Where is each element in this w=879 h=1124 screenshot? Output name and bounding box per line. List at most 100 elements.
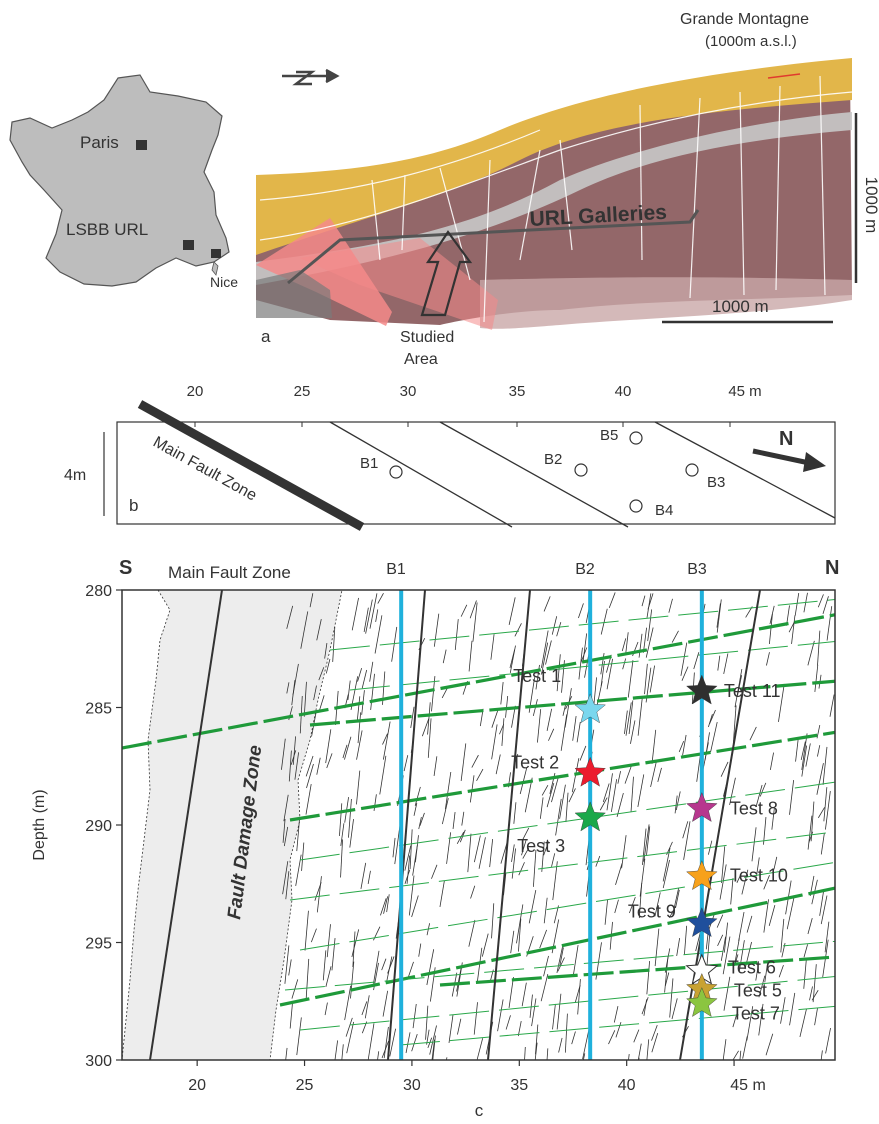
x-axis: 20 25 30 35 40 45 m: [188, 1060, 766, 1094]
y-tick-label: 300: [85, 1053, 112, 1070]
fault-plane-red-2: [300, 238, 498, 330]
fracture: [511, 844, 515, 863]
panel-c: S N Main Fault Zone B1 B2 B3 Fault Dam: [31, 557, 839, 1120]
fracture: [579, 745, 587, 761]
fracture: [472, 602, 478, 642]
fracture: [370, 673, 375, 710]
fracture: [367, 1023, 375, 1060]
fracture: [684, 925, 688, 955]
fracture: [446, 832, 452, 864]
fracture: [721, 846, 726, 884]
fracture: [582, 1053, 586, 1060]
fracture: [456, 831, 465, 845]
fracture: [545, 640, 552, 665]
tick-label: 35: [509, 383, 526, 400]
fracture: [646, 960, 650, 995]
fracture: [296, 816, 301, 852]
bedding-minor: [299, 781, 835, 861]
test-label: Test 2: [511, 752, 559, 772]
fracture: [383, 896, 389, 914]
fracture: [289, 1003, 293, 1029]
tick-label: 25: [294, 383, 311, 400]
fracture: [637, 696, 643, 736]
fracture: [625, 702, 632, 736]
city-paris: Paris: [80, 133, 119, 152]
north-arrow-b: [752, 448, 826, 472]
fracture: [406, 855, 411, 884]
fracture: [629, 897, 636, 914]
studied-area-label-2: Area: [404, 351, 438, 368]
fracture: [316, 619, 322, 641]
fracture: [552, 861, 558, 901]
fracture: [452, 812, 456, 830]
fracture: [763, 875, 770, 890]
fracture: [807, 815, 813, 850]
test-label: Test 9: [628, 902, 676, 922]
fracture: [351, 929, 360, 958]
tick-label: 30: [400, 383, 417, 400]
fracture: [812, 964, 817, 1003]
fracture: [805, 743, 811, 767]
fracture: [556, 945, 564, 974]
fracture: [491, 724, 498, 760]
fracture: [820, 833, 825, 855]
fracture: [773, 856, 778, 870]
fracture: [468, 640, 473, 672]
fracture: [722, 936, 731, 975]
test-label: Test 8: [730, 799, 778, 819]
fracture: [604, 899, 608, 925]
boreholes-b: [389, 431, 699, 513]
fracture: [460, 743, 467, 781]
fracture: [518, 918, 522, 952]
fracture: [746, 915, 753, 933]
fracture: [829, 694, 835, 717]
fracture: [766, 652, 770, 666]
fracture: [822, 746, 828, 785]
fracture: [799, 1008, 807, 1038]
fracture: [759, 782, 767, 797]
bedding-major: [439, 955, 835, 987]
fracture: [509, 649, 515, 669]
red-fault-trace: [767, 73, 801, 79]
fracture: [676, 937, 681, 957]
fracture: [457, 1018, 462, 1035]
fracture: [441, 798, 449, 825]
bedding-minor: [399, 1005, 835, 1046]
fracture: [403, 755, 409, 772]
fracture: [412, 1003, 417, 1029]
panel-a: Paris LSBB URL Nice: [9, 11, 879, 368]
fracture: [524, 1046, 526, 1060]
fracture: [325, 729, 332, 764]
fracture: [364, 995, 370, 1019]
fracture: [541, 841, 545, 872]
bedding-minor: [349, 640, 835, 691]
fracture: [305, 958, 310, 999]
fracture: [562, 704, 567, 716]
fracture: [386, 894, 390, 913]
fracture: [555, 798, 562, 836]
fracture: [491, 903, 495, 939]
fracture: [739, 940, 745, 971]
studied-block: [256, 270, 332, 318]
fracture: [546, 708, 553, 731]
fracture: [723, 653, 729, 675]
fracture: [625, 632, 629, 655]
fracture: [755, 784, 763, 807]
fracture: [582, 633, 588, 663]
fracture: [551, 776, 559, 803]
fracture: [516, 904, 524, 944]
fracture-lines: [281, 592, 835, 1060]
north-arrow-a: [282, 68, 340, 86]
fracture: [628, 700, 634, 735]
fracture: [571, 1031, 576, 1045]
fracture: [825, 790, 831, 830]
y-tick-label: 280: [85, 583, 112, 600]
fracture: [288, 750, 292, 782]
fracture: [576, 721, 581, 743]
fault-plane-red: [256, 218, 392, 326]
fracture: [300, 611, 309, 649]
fracture: [816, 724, 821, 739]
fracture: [732, 1050, 739, 1060]
fracture: [608, 1030, 616, 1045]
fracture: [350, 961, 355, 999]
